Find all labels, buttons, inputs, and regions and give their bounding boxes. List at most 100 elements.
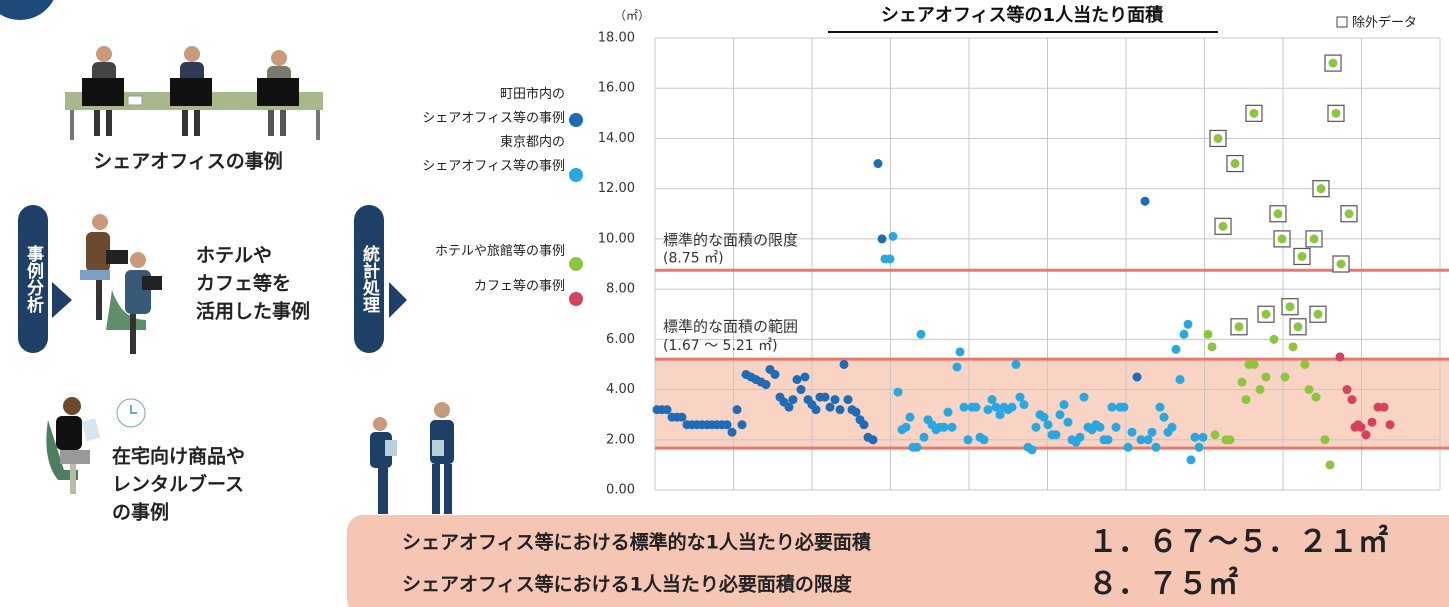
home-illustration: [46, 397, 146, 494]
reference-sublabel: (8.75 ㎡): [663, 250, 724, 266]
office-illustration: [65, 46, 323, 140]
hotel-illustration: [52, 214, 162, 354]
data-point: [959, 402, 969, 412]
data-point: [737, 420, 747, 430]
analysis-pill: [18, 205, 48, 353]
data-point: [1261, 309, 1271, 319]
data-point: [1347, 395, 1357, 405]
data-point: [1103, 435, 1113, 445]
data-point: [1336, 259, 1346, 269]
legend-label: 東京都内の シェアオフィス等の事例: [422, 135, 565, 174]
data-point: [1079, 392, 1089, 402]
data-point: [1119, 402, 1129, 412]
hotel-case: 活用した事例: [196, 300, 310, 323]
corner-badge: [0, 0, 54, 20]
summary-label: シェアオフィス等における1人当たり必要面積の限度: [402, 573, 853, 596]
data-point: [979, 435, 989, 445]
data-point: [963, 435, 973, 445]
y-tick-label: 6.00: [606, 332, 635, 347]
data-point: [796, 385, 806, 395]
data-point: [893, 387, 903, 397]
data-point: [1342, 385, 1352, 395]
legend-label: カフェ等の事例: [473, 279, 565, 294]
data-point: [1328, 58, 1338, 68]
data-point: [905, 412, 915, 422]
data-point: [1175, 375, 1185, 385]
data-point: [901, 422, 911, 432]
data-point: [1155, 402, 1165, 412]
data-point: [1249, 108, 1259, 118]
data-point: [1171, 344, 1181, 354]
data-point: [1225, 435, 1235, 445]
data-point: [1043, 420, 1053, 430]
data-point: [1309, 234, 1319, 244]
y-tick-label: 16.00: [598, 81, 635, 96]
chart-title: シェアオフィス等の1人当たり面積: [881, 4, 1164, 26]
data-point: [1167, 422, 1177, 432]
data-point: [1007, 402, 1017, 412]
data-point: [1190, 432, 1200, 442]
data-point: [770, 369, 780, 379]
summary-value: １．６７～５．２１㎡: [1088, 525, 1388, 560]
data-point: [1075, 432, 1085, 442]
data-point: [732, 405, 742, 415]
reference-label: 標準的な面積の限度: [663, 231, 798, 249]
y-tick-label: 0.00: [606, 483, 635, 498]
data-point: [1300, 359, 1310, 369]
band-label: 標準的な面積の範囲: [663, 318, 798, 336]
data-point: [843, 395, 853, 405]
data-point: [1297, 251, 1307, 261]
data-point: [888, 231, 898, 241]
data-point: [1335, 352, 1345, 362]
data-point: [1280, 372, 1290, 382]
data-point: [1320, 435, 1330, 445]
data-point: [1051, 430, 1061, 440]
data-point: [1111, 422, 1121, 432]
data-point: [1198, 432, 1208, 442]
data-point: [1367, 417, 1377, 427]
data-point: [885, 254, 895, 264]
data-point: [919, 432, 929, 442]
data-point: [939, 422, 949, 432]
data-point: [1123, 442, 1133, 452]
y-tick-label: 18.00: [598, 31, 635, 46]
data-point: [1356, 422, 1366, 432]
data-point: [1095, 422, 1105, 432]
data-point: [1273, 209, 1283, 219]
y-tick-label: 8.00: [606, 282, 635, 297]
hotel-case: ホテルや: [196, 245, 272, 267]
y-unit: （㎡）: [614, 9, 650, 23]
y-tick-label: 4.00: [606, 382, 635, 397]
data-point: [983, 405, 993, 415]
data-point: [1385, 420, 1395, 430]
data-point: [851, 407, 861, 417]
data-point: [1361, 430, 1371, 440]
data-point: [1285, 302, 1295, 312]
data-point: [820, 392, 830, 402]
hotel-case: カフェ等を: [196, 272, 291, 295]
data-point: [835, 405, 845, 415]
data-point: [1019, 400, 1029, 410]
data-point: [1277, 234, 1287, 244]
data-point: [1159, 412, 1169, 422]
data-point: [1331, 108, 1341, 118]
data-point: [1179, 329, 1189, 339]
data-point: [1237, 377, 1247, 387]
y-tick-label: 12.00: [598, 181, 635, 196]
data-point: [761, 380, 771, 390]
home-case: 在宅向け商品や: [112, 445, 245, 468]
data-point: [1186, 455, 1196, 465]
data-point: [868, 435, 878, 445]
data-point: [677, 412, 687, 422]
y-tick-label: 14.00: [598, 131, 635, 146]
data-point: [1234, 322, 1244, 332]
data-point: [943, 407, 953, 417]
data-point: [1230, 159, 1240, 169]
data-point: [662, 405, 672, 415]
data-point: [1194, 442, 1204, 452]
data-point: [1207, 342, 1217, 352]
data-point: [784, 402, 794, 412]
legend-symbol: [1336, 16, 1348, 28]
